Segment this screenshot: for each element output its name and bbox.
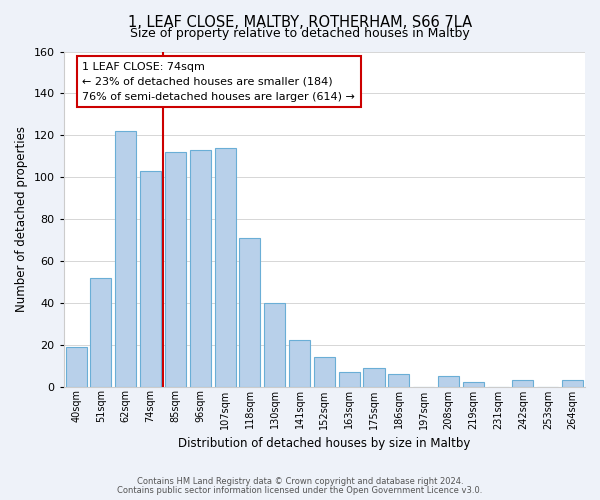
Bar (463, 382, 484, 386)
Bar (215, 148, 236, 386)
Bar (364, 368, 385, 386)
Bar (115, 131, 136, 386)
Text: 1 LEAF CLOSE: 74sqm
← 23% of detached houses are smaller (184)
76% of semi-detac: 1 LEAF CLOSE: 74sqm ← 23% of detached ho… (82, 62, 355, 102)
Bar (65, 346, 86, 387)
X-axis label: Distribution of detached houses by size in Maltby: Distribution of detached houses by size … (178, 437, 470, 450)
Bar (438, 376, 459, 386)
Text: Contains HM Land Registry data © Crown copyright and database right 2024.: Contains HM Land Registry data © Crown c… (137, 477, 463, 486)
Y-axis label: Number of detached properties: Number of detached properties (15, 126, 28, 312)
Text: Contains public sector information licensed under the Open Government Licence v3: Contains public sector information licen… (118, 486, 482, 495)
Text: Size of property relative to detached houses in Maltby: Size of property relative to detached ho… (130, 28, 470, 40)
Bar (388, 374, 409, 386)
Bar (165, 152, 186, 386)
Text: 1, LEAF CLOSE, MALTBY, ROTHERHAM, S66 7LA: 1, LEAF CLOSE, MALTBY, ROTHERHAM, S66 7L… (128, 15, 472, 30)
Bar (91, 278, 112, 386)
Bar (338, 372, 360, 386)
Bar (190, 150, 211, 386)
Bar (239, 238, 260, 386)
Bar (289, 340, 310, 386)
Bar (314, 357, 335, 386)
Bar (562, 380, 583, 386)
Bar (140, 171, 161, 386)
Bar (512, 380, 533, 386)
Bar (264, 303, 285, 386)
